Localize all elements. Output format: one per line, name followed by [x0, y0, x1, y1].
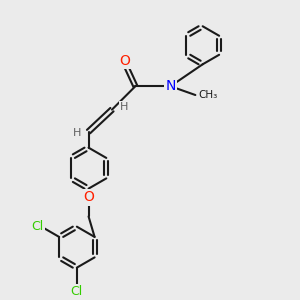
Text: N: N: [165, 79, 176, 93]
Text: O: O: [119, 54, 130, 68]
Text: Cl: Cl: [32, 220, 44, 233]
Text: CH₃: CH₃: [198, 90, 218, 100]
Text: H: H: [119, 102, 128, 112]
Text: Cl: Cl: [71, 285, 83, 298]
Text: H: H: [73, 128, 82, 138]
Text: O: O: [83, 190, 94, 204]
